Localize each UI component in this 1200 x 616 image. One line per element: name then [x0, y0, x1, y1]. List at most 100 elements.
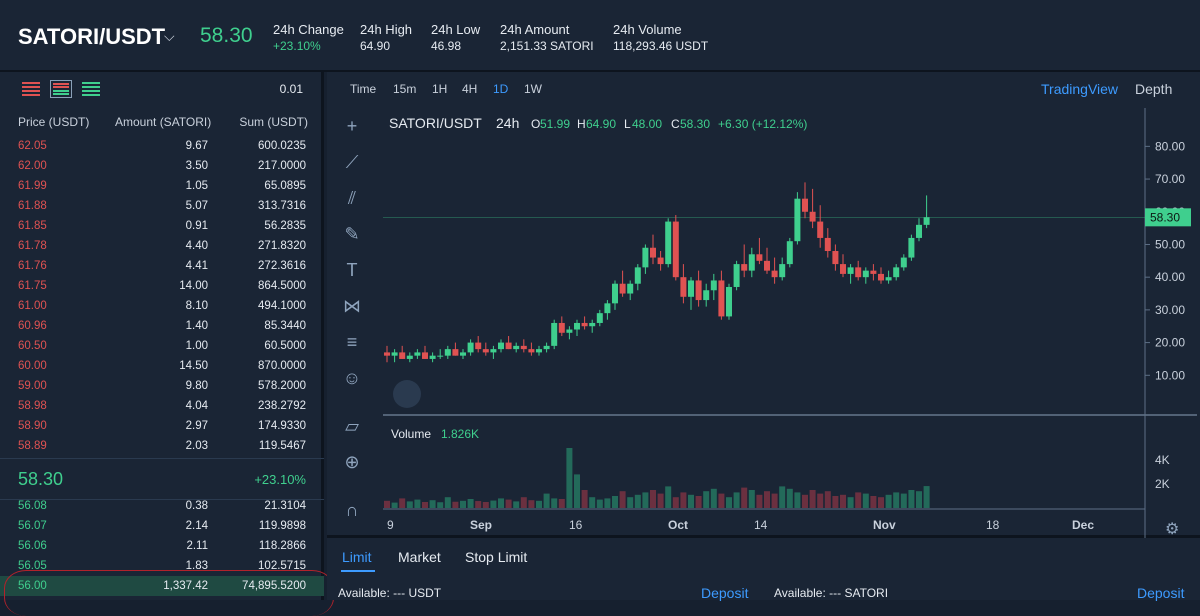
- bid-row[interactable]: 56.08 0.38 21.3104: [0, 496, 324, 516]
- measure-lines-icon[interactable]: ≡: [346, 332, 358, 352]
- brush-icon[interactable]: ✎: [344, 224, 360, 244]
- tf-4h[interactable]: 4H: [462, 82, 478, 96]
- volume-bar: [634, 494, 641, 508]
- amount-cell: 1,337.42: [163, 580, 208, 592]
- price-cell: 61.88: [18, 200, 47, 212]
- volume-bar: [650, 490, 656, 508]
- price-cell: 56.05: [18, 560, 47, 572]
- text-icon[interactable]: T: [346, 260, 358, 280]
- x-axis-label: Nov: [873, 518, 896, 532]
- candle-body: [505, 342, 512, 350]
- candle-body: [581, 322, 588, 327]
- trendline-icon[interactable]: ⟋: [345, 152, 359, 172]
- emoji-icon[interactable]: ☺: [342, 368, 362, 388]
- asks-only-icon[interactable]: [20, 80, 42, 98]
- candle-body: [908, 237, 915, 258]
- ruler-icon[interactable]: ▱: [345, 416, 359, 436]
- tf-time[interactable]: Time: [350, 82, 377, 96]
- price-cell: 61.99: [18, 180, 47, 192]
- ask-row[interactable]: 59.00 9.80 578.2000: [0, 376, 324, 396]
- x-axis-label: 16: [569, 518, 583, 532]
- ask-row[interactable]: 58.98 4.04 238.2792: [0, 396, 324, 416]
- volume-bar: [847, 497, 854, 508]
- order-book: 0.01 Price (USDT) Amount (SATORI) Sum (U…: [0, 72, 334, 616]
- ask-row[interactable]: 61.99 1.05 65.0895: [0, 176, 324, 196]
- ask-row[interactable]: 61.85 0.91 56.2835: [0, 216, 324, 236]
- ask-row[interactable]: 58.90 2.97 174.9330: [0, 416, 324, 436]
- price-cell: 56.06: [18, 540, 47, 552]
- ask-row[interactable]: 62.00 3.50 217.0000: [0, 156, 324, 176]
- volume-bar: [612, 496, 618, 508]
- volume-bar: [885, 494, 892, 508]
- ask-row[interactable]: 60.50 1.00 60.5000: [0, 336, 324, 356]
- volume-bar: [840, 494, 846, 508]
- ask-row[interactable]: 58.89 2.03 119.5467: [0, 436, 324, 456]
- volume-bar: [528, 500, 535, 508]
- amount-cell: 0.91: [185, 220, 208, 232]
- volume-bar: [916, 491, 922, 508]
- candle-body: [688, 280, 694, 297]
- candle-body: [726, 286, 732, 317]
- legend-open: 51.99: [540, 117, 570, 131]
- stat-value: +23.10%: [273, 39, 321, 53]
- settings-gear-icon[interactable]: ⚙: [1165, 521, 1179, 538]
- tf-1d[interactable]: 1D: [493, 82, 509, 96]
- bid-row[interactable]: 56.07 2.14 119.9898: [0, 516, 324, 536]
- ask-row[interactable]: 60.96 1.40 85.3440: [0, 316, 324, 336]
- sum-cell: 56.2835: [264, 220, 306, 232]
- volume-bar: [437, 502, 444, 508]
- bids-only-icon[interactable]: [80, 80, 102, 98]
- col-amount: Amount (SATORI): [115, 115, 212, 129]
- deposit-usdt-link[interactable]: Deposit: [701, 585, 749, 601]
- legend-low: 48.00: [632, 117, 662, 131]
- tab-market[interactable]: Market: [398, 549, 441, 565]
- depth-tab[interactable]: Depth: [1135, 81, 1173, 97]
- price-cell: 62.00: [18, 160, 47, 172]
- stat-24h-high: 24h High 64.90: [360, 22, 412, 53]
- bid-row[interactable]: 56.06 2.11 118.2866: [0, 536, 324, 556]
- volume-bar: [429, 500, 436, 508]
- ask-row[interactable]: 62.05 9.67 600.0235: [0, 136, 324, 156]
- fib-icon[interactable]: ⫽: [347, 188, 357, 208]
- both-sides-icon[interactable]: [50, 80, 72, 98]
- pair-selector[interactable]: SATORI/USDT: [18, 24, 166, 49]
- price-tick-label: 10.00: [1155, 368, 1185, 382]
- ask-row[interactable]: 61.75 14.00 864.5000: [0, 276, 324, 296]
- chevron-down-icon[interactable]: ⌵: [164, 28, 175, 44]
- magnet-icon[interactable]: ∩: [345, 500, 359, 520]
- candle-body: [665, 221, 672, 265]
- price-cell: 61.85: [18, 220, 47, 232]
- tf-1w[interactable]: 1W: [524, 82, 542, 96]
- tab-stop-limit[interactable]: Stop Limit: [465, 549, 528, 565]
- zoom-in-icon[interactable]: ⊕: [344, 452, 360, 472]
- legend-l-label: L: [624, 117, 631, 131]
- tradingview-tab[interactable]: TradingView: [1041, 81, 1119, 97]
- volume-bar: [384, 500, 390, 508]
- ask-row[interactable]: 61.76 4.41 272.3616: [0, 256, 324, 276]
- available-usdt: Available: --- USDT: [338, 586, 442, 600]
- tf-15m[interactable]: 15m: [393, 82, 417, 96]
- precision-selector[interactable]: 0.01: [279, 82, 303, 96]
- price-tick-label: 70.00: [1155, 172, 1185, 186]
- tf-1h[interactable]: 1H: [432, 82, 448, 96]
- ask-row[interactable]: 61.88 5.07 313.7316: [0, 196, 324, 216]
- volume-bar: [505, 499, 512, 508]
- volume-bar: [703, 491, 710, 508]
- sum-cell: 238.2792: [258, 400, 306, 412]
- sum-cell: 313.7316: [258, 200, 306, 212]
- tradingview-logo-icon[interactable]: [393, 380, 421, 408]
- crosshair-icon[interactable]: +: [346, 116, 358, 136]
- order-form: Limit Market Stop Limit Available: --- U…: [327, 538, 1200, 601]
- bid-row[interactable]: 56.00 1,337.42 74,895.5200: [0, 576, 324, 596]
- ask-row[interactable]: 60.00 14.50 870.0000: [0, 356, 324, 376]
- tab-limit[interactable]: Limit: [342, 549, 372, 565]
- ask-row[interactable]: 61.78 4.40 271.8320: [0, 236, 324, 256]
- pattern-icon[interactable]: ⋈: [343, 296, 361, 316]
- bid-row[interactable]: 56.05 1.83 102.5715: [0, 556, 324, 576]
- volume-bar: [490, 500, 497, 508]
- deposit-satori-link[interactable]: Deposit: [1137, 585, 1185, 601]
- volume-bar: [809, 490, 816, 508]
- volume-bar: [718, 493, 725, 508]
- ask-row[interactable]: 61.00 8.10 494.1000: [0, 296, 324, 316]
- price-chart[interactable]: SATORI/USDT 24h O 51.99 H 64.90 L 48.00 …: [327, 108, 1200, 538]
